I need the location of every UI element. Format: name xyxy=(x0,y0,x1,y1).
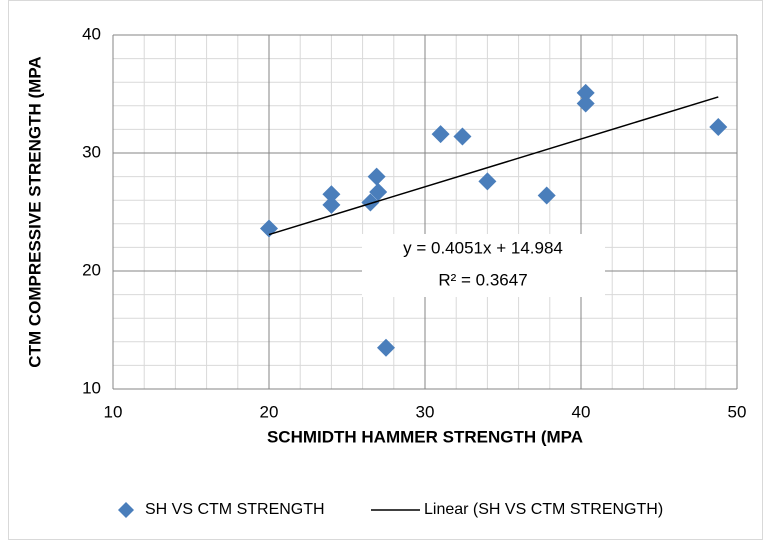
x-tick-label: 10 xyxy=(104,402,123,421)
x-tick-label: 30 xyxy=(416,402,435,421)
legend-marker xyxy=(118,502,134,518)
point xyxy=(453,127,472,146)
point xyxy=(322,195,341,214)
x-axis-title: SCHMIDTH HAMMER STRENGTH (MPA xyxy=(267,427,583,446)
legend-label: Linear (SH VS CTM STRENGTH) xyxy=(424,501,663,518)
point xyxy=(576,83,595,102)
plot: y = 0.4051x + 14.984 R² = 0.3647 xyxy=(260,83,728,357)
y-tick-label: 20 xyxy=(82,260,101,279)
point xyxy=(576,94,595,113)
trendline-r-squared: R² = 0.3647 xyxy=(438,270,527,289)
point xyxy=(361,193,380,212)
legend-label: SH VS CTM STRENGTH xyxy=(145,501,325,518)
equation-box xyxy=(362,234,605,297)
y-tick-label: 10 xyxy=(82,378,101,397)
point xyxy=(709,118,728,137)
point xyxy=(431,125,450,144)
point xyxy=(322,185,341,204)
trendline xyxy=(268,96,719,236)
point xyxy=(537,186,556,205)
grid xyxy=(112,34,738,390)
y-axis-title: CTM COMPRESSIVE STRENGTH (MPA xyxy=(25,56,44,367)
x-tick-label: 20 xyxy=(260,402,279,421)
trendline-equation: y = 0.4051x + 14.984 xyxy=(403,238,563,257)
point xyxy=(367,167,386,186)
x-tick-label: 50 xyxy=(728,402,747,421)
point xyxy=(369,182,388,201)
point xyxy=(377,338,395,357)
y-tick-label: 30 xyxy=(82,142,101,161)
y-tick-label: 40 xyxy=(82,24,101,43)
x-tick-label: 40 xyxy=(572,402,591,421)
point xyxy=(478,172,497,191)
